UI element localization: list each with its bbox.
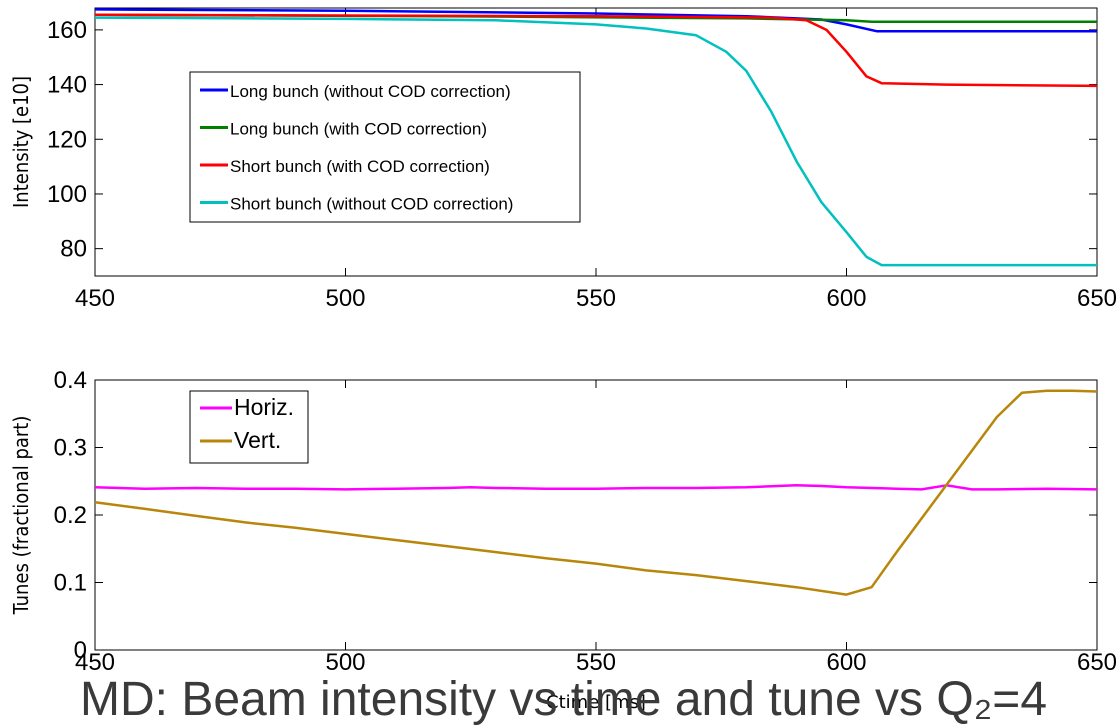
- y-tick-label: 0.1: [54, 570, 87, 597]
- x-tick-label: 650: [1077, 285, 1117, 312]
- series-line-long-without-cod: [94, 8, 1097, 33]
- y-tick-label: 0.3: [54, 435, 87, 462]
- y-tick-label: 0.2: [54, 502, 87, 529]
- slide-title: MD: Beam intensity vs time and tune vs Q…: [80, 673, 1048, 726]
- x-tick-label: 550: [576, 285, 616, 312]
- x-tick-label: 650: [1077, 649, 1117, 676]
- legend: Horiz. Vert.: [189, 390, 309, 464]
- legend-label: Long bunch (without COD correction): [230, 82, 511, 101]
- series-line-short-with-cod: [94, 13, 1098, 88]
- y-tick-label: 0.4: [54, 367, 87, 394]
- legend-label: Horiz.: [234, 394, 294, 420]
- y-tick-label: 100: [47, 181, 87, 208]
- series-line-vert: [94, 389, 1098, 596]
- legend-label: Short bunch (with COD correction): [230, 157, 490, 176]
- legend: Long bunch (without COD correction) Long …: [189, 71, 581, 223]
- tunes-panel: 450 500 550 600 650 0 0.1 0.2 0.3 0.4 Tunes (fract…: [9, 367, 1117, 713]
- legend-label: Long bunch (with COD correction): [230, 120, 487, 139]
- x-tick-label: 550: [576, 649, 616, 676]
- x-tick-label: 450: [75, 649, 115, 676]
- legend-label: Short bunch (without COD correction): [230, 195, 513, 214]
- series-line-short-without-cod: [94, 16, 1097, 267]
- x-tick-label: 500: [325, 649, 365, 676]
- legend-box: [189, 390, 309, 464]
- x-tick-label: 600: [826, 285, 866, 312]
- x-tick-label: 600: [826, 649, 866, 676]
- y-axis-label: Tunes (fractional part): [9, 416, 33, 616]
- x-tick-label: 500: [325, 285, 365, 312]
- y-tick-label: 160: [47, 17, 87, 44]
- x-tick-label: 450: [75, 285, 115, 312]
- y-tick-label: 80: [60, 236, 87, 263]
- y-axis-label: Intensity [e10]: [9, 76, 33, 208]
- x-axis-label: Ctime [ms]: [546, 692, 646, 713]
- y-tick-label: 140: [47, 72, 87, 99]
- intensity-panel: 450 500 550 600 650 80 100 120 140 160 Intensity […: [9, 7, 1117, 312]
- y-tick-label: 0: [74, 637, 87, 664]
- legend-label: Vert.: [234, 427, 281, 453]
- y-tick-label: 120: [47, 126, 87, 153]
- legend-box: [189, 71, 581, 223]
